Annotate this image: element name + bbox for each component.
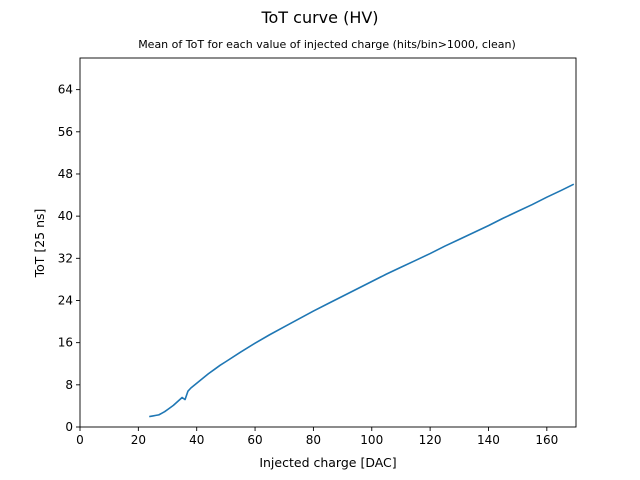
y-tick-label: 32: [58, 251, 73, 265]
x-axis-label: Injected charge [DAC]: [259, 455, 396, 470]
x-tick-label: 20: [131, 433, 146, 447]
x-tick-label: 60: [247, 433, 262, 447]
x-tick-label: 100: [360, 433, 383, 447]
chart-title: ToT curve (HV): [260, 8, 378, 27]
chart-subtitle: Mean of ToT for each value of injected c…: [138, 38, 516, 51]
x-tick-label: 40: [189, 433, 204, 447]
x-tick-label: 80: [306, 433, 321, 447]
y-tick-label: 48: [58, 167, 73, 181]
y-tick-label: 56: [58, 125, 73, 139]
y-tick-label: 0: [65, 420, 73, 434]
y-tick-label: 16: [58, 336, 73, 350]
x-tick-label: 140: [477, 433, 500, 447]
y-tick-label: 40: [58, 209, 73, 223]
y-tick-label: 24: [58, 293, 73, 307]
x-tick-label: 160: [535, 433, 558, 447]
y-axis-label: ToT [25 ns]: [32, 209, 47, 279]
x-tick-label: 0: [76, 433, 84, 447]
series-line-0: [149, 183, 575, 418]
x-tick-label: 120: [419, 433, 442, 447]
plot-frame: [79, 57, 577, 428]
plot-area: 0 20 40 60 80 100 120 140 160 0 8 16 24 32 40 48 56 64: [58, 57, 577, 447]
y-tick-label: 64: [58, 83, 73, 97]
y-tick-label: 8: [65, 378, 73, 392]
